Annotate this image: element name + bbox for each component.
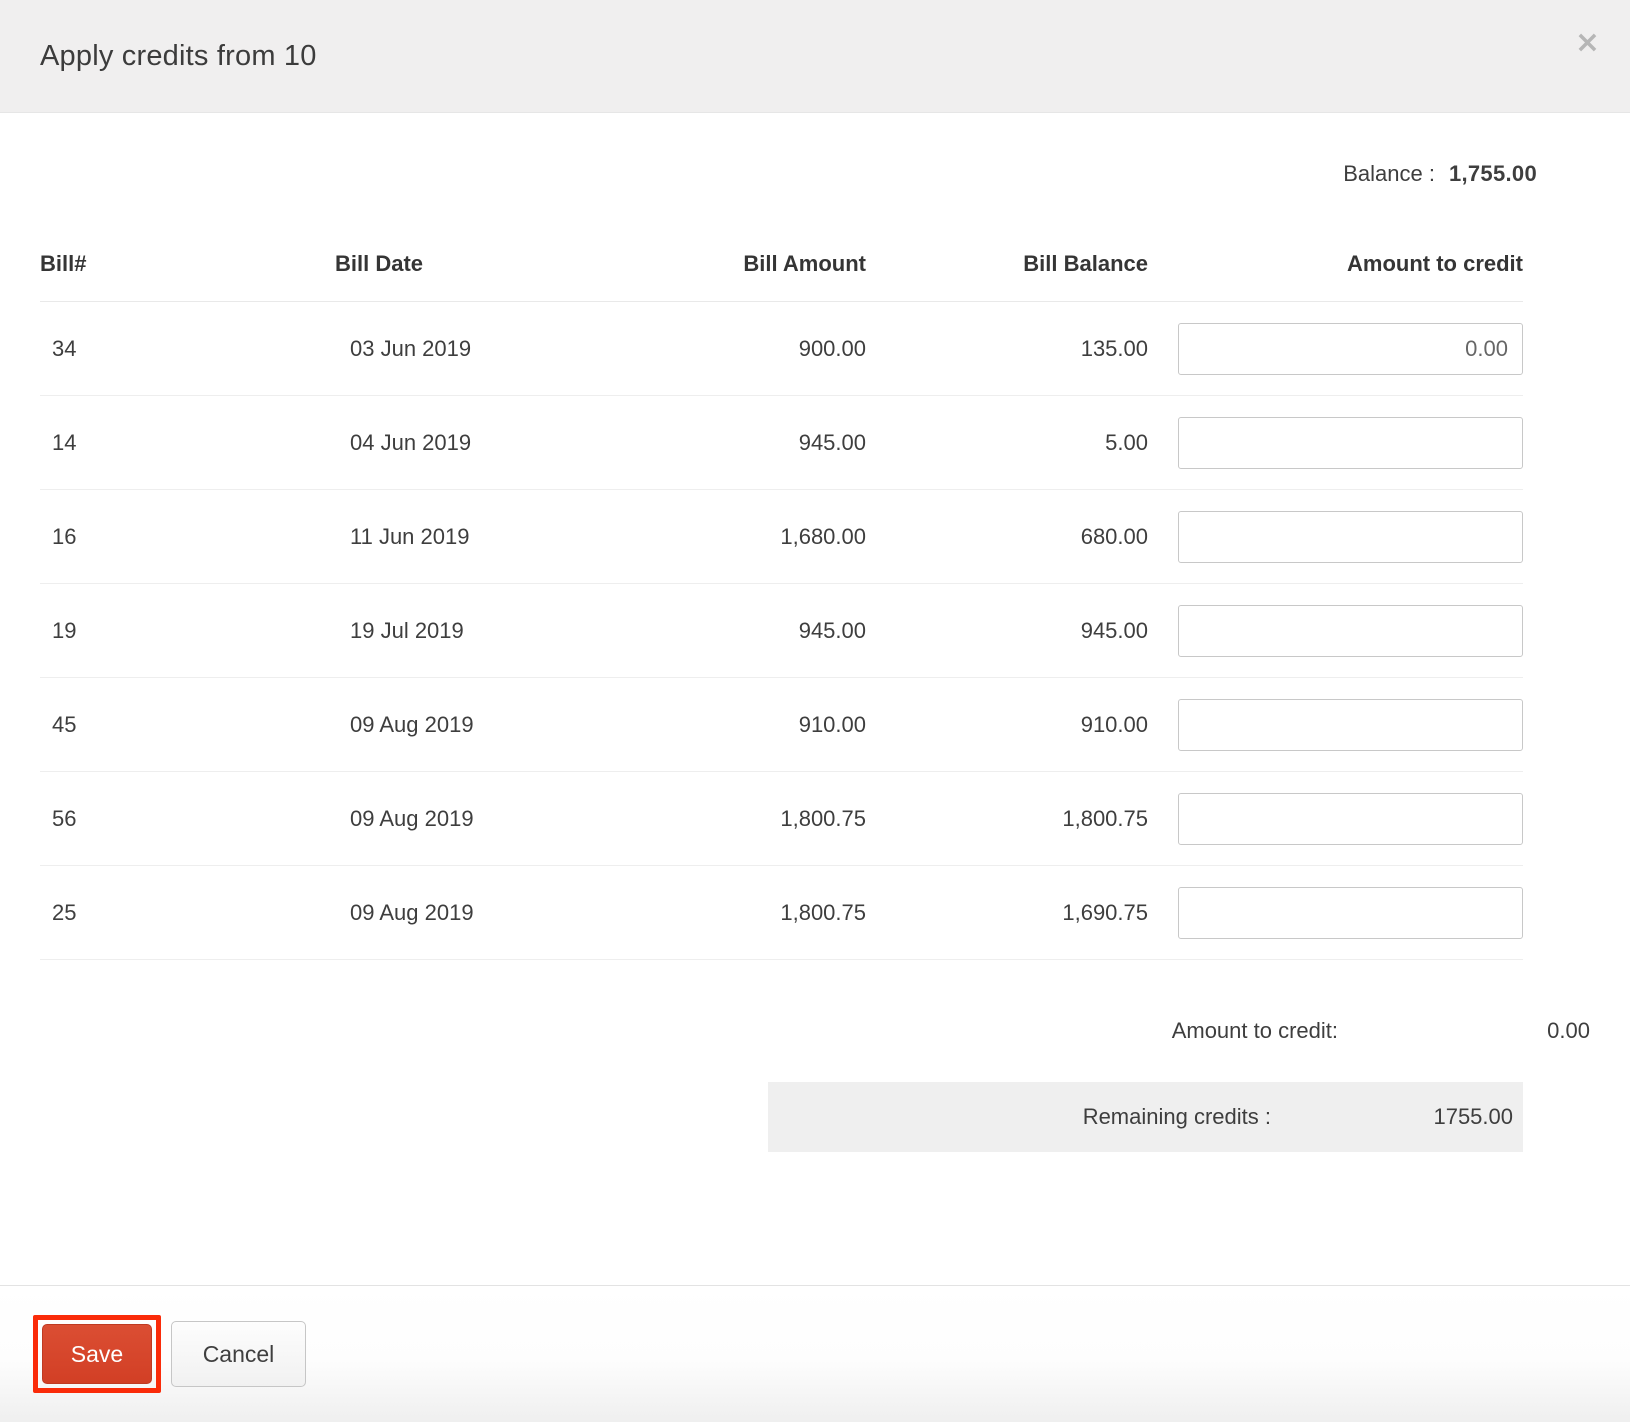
bill-number-cell: 56	[40, 771, 335, 866]
bill-amount-cell: 945.00	[740, 583, 866, 678]
bill-date-cell: 19 Jul 2019	[335, 583, 740, 678]
amount-to-credit-input[interactable]	[1178, 792, 1523, 845]
column-header-bill-number: Bill#	[40, 251, 335, 302]
amount-to-credit-cell	[1148, 489, 1523, 584]
amount-to-credit-total-label: Amount to credit:	[1171, 1018, 1338, 1043]
remaining-credits-row: Remaining credits : 1755.00	[768, 1082, 1523, 1152]
amount-to-credit-input[interactable]	[1178, 698, 1523, 751]
modal-body: Balance : 1,755.00 Bill# Bill Date Bill A…	[0, 161, 1630, 1152]
bill-number-cell: 16	[40, 489, 335, 584]
balance-row: Balance : 1,755.00	[40, 161, 1590, 187]
remaining-credits-label: Remaining credits :	[1082, 1104, 1271, 1129]
bill-balance-cell: 945.00	[866, 583, 1148, 678]
amount-to-credit-total-value: 0.00	[1547, 1018, 1590, 1043]
bill-balance-cell: 1,800.75	[866, 771, 1148, 866]
close-icon[interactable]: ×	[1574, 25, 1600, 60]
highlight-annotation: Save	[33, 1315, 161, 1393]
amount-to-credit-input[interactable]	[1178, 416, 1523, 469]
bill-amount-cell: 900.00	[740, 301, 866, 396]
bill-number-cell: 45	[40, 677, 335, 772]
bill-balance-cell: 135.00	[866, 301, 1148, 396]
table-row: 25 09 Aug 2019 1,800.75 1,690.75	[40, 865, 1523, 960]
bill-date-cell: 04 Jun 2019	[335, 395, 740, 490]
bill-amount-cell: 910.00	[740, 677, 866, 772]
cancel-button[interactable]: Cancel	[171, 1321, 306, 1387]
bill-balance-cell: 680.00	[866, 489, 1148, 584]
table-row: 14 04 Jun 2019 945.00 5.00	[40, 395, 1523, 490]
amount-to-credit-cell	[1148, 301, 1523, 396]
bill-balance-cell: 5.00	[866, 395, 1148, 490]
amount-to-credit-total-row: Amount to credit: 0.00	[40, 1018, 1590, 1044]
table-row: 19 19 Jul 2019 945.00 945.00	[40, 583, 1523, 678]
bill-number-cell: 34	[40, 301, 335, 396]
table-row: 45 09 Aug 2019 910.00 910.00	[40, 677, 1523, 772]
amount-to-credit-cell	[1148, 583, 1523, 678]
amount-to-credit-input[interactable]	[1178, 510, 1523, 563]
modal-header: Apply credits from 10 ×	[0, 0, 1630, 113]
amount-to-credit-input[interactable]	[1178, 886, 1523, 939]
modal-footer: Save Cancel	[0, 1285, 1630, 1422]
amount-to-credit-input[interactable]	[1178, 604, 1523, 657]
bill-number-cell: 19	[40, 583, 335, 678]
column-header-bill-date: Bill Date	[335, 251, 740, 302]
table-row: 16 11 Jun 2019 1,680.00 680.00	[40, 489, 1523, 584]
bill-amount-cell: 945.00	[740, 395, 866, 490]
column-header-bill-balance: Bill Balance	[866, 251, 1148, 302]
bill-number-cell: 14	[40, 395, 335, 490]
bill-amount-cell: 1,680.00	[740, 489, 866, 584]
table-header-row: Bill# Bill Date Bill Amount Bill Balance…	[40, 251, 1523, 302]
amount-to-credit-cell	[1148, 771, 1523, 866]
save-button[interactable]: Save	[42, 1324, 152, 1384]
table-row: 56 09 Aug 2019 1,800.75 1,800.75	[40, 771, 1523, 866]
bill-balance-cell: 910.00	[866, 677, 1148, 772]
amount-to-credit-cell	[1148, 395, 1523, 490]
bill-amount-cell: 1,800.75	[740, 771, 866, 866]
amount-to-credit-cell	[1148, 865, 1523, 960]
table-row: 34 03 Jun 2019 900.00 135.00	[40, 301, 1523, 396]
amount-to-credit-input[interactable]	[1178, 322, 1523, 375]
bill-date-cell: 03 Jun 2019	[335, 301, 740, 396]
modal-title: Apply credits from 10	[40, 39, 317, 72]
balance-label: Balance :	[1343, 161, 1435, 186]
bill-number-cell: 25	[40, 865, 335, 960]
summary-section: Amount to credit: 0.00 Remaining credits…	[40, 1018, 1590, 1152]
balance-value: 1,755.00	[1448, 161, 1537, 186]
bill-date-cell: 09 Aug 2019	[335, 677, 740, 772]
bills-table: Bill# Bill Date Bill Amount Bill Balance…	[40, 251, 1523, 960]
column-header-amount-to-credit: Amount to credit	[1148, 251, 1523, 302]
bill-date-cell: 11 Jun 2019	[335, 489, 740, 584]
bill-amount-cell: 1,800.75	[740, 865, 866, 960]
bill-balance-cell: 1,690.75	[866, 865, 1148, 960]
remaining-credits-value: 1755.00	[1433, 1104, 1513, 1129]
amount-to-credit-cell	[1148, 677, 1523, 772]
column-header-bill-amount: Bill Amount	[740, 251, 866, 302]
bill-date-cell: 09 Aug 2019	[335, 865, 740, 960]
bill-date-cell: 09 Aug 2019	[335, 771, 740, 866]
